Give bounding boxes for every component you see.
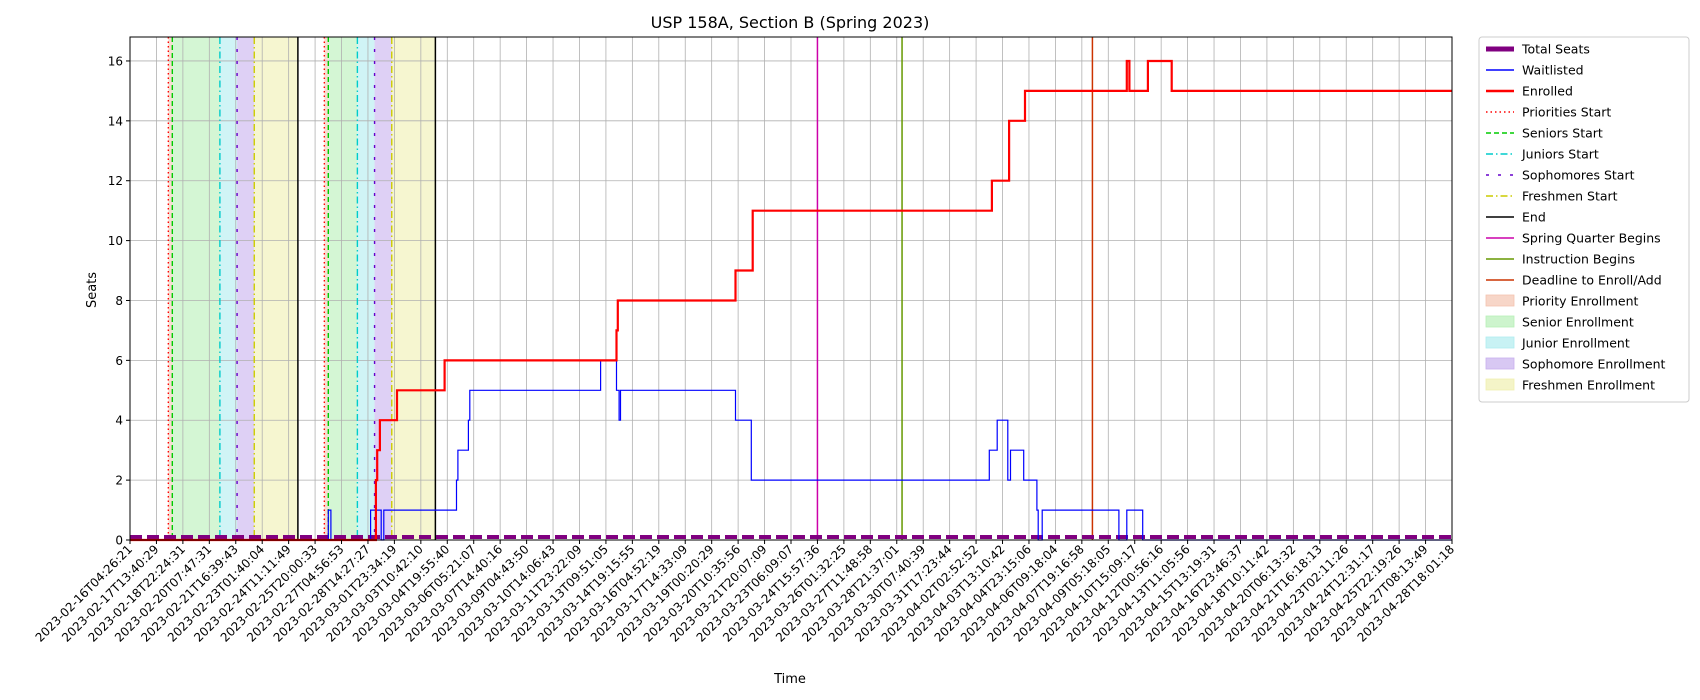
y-axis-ticks: 0 2 4 6 8 10 12 14 16 — [108, 54, 130, 548]
legend-label: End — [1522, 210, 1546, 225]
series-line — [130, 59, 1452, 542]
y-tick-label: 10 — [108, 234, 123, 248]
shaded-period — [168, 37, 173, 540]
y-tick-label: 14 — [108, 114, 123, 128]
legend: Total Seats Waitlisted Enrolled Priorities … — [1478, 36, 1690, 403]
legend-label: Deadline to Enroll/Add — [1522, 273, 1662, 288]
legend-box — [1478, 36, 1690, 403]
shaded-period — [328, 37, 358, 540]
shaded-period — [391, 37, 436, 540]
legend-label: Instruction Begins — [1522, 252, 1635, 267]
y-tick-label: 6 — [115, 354, 123, 368]
legend-label: Priority Enrollment — [1522, 294, 1639, 309]
legend-label: Enrolled — [1522, 84, 1573, 99]
y-axis-label: Seats — [85, 272, 100, 308]
legend-label: Seniors Start — [1522, 126, 1603, 141]
shaded-period — [237, 37, 255, 540]
legend-swatch — [1485, 357, 1515, 370]
legend-label: Freshmen Enrollment — [1522, 378, 1655, 393]
shaded-period — [219, 37, 238, 540]
y-tick-label: 12 — [108, 174, 123, 188]
legend-label: Total Seats — [1521, 42, 1590, 57]
legend-label: Junior Enrollment — [1521, 336, 1630, 351]
legend-label: Priorities Start — [1522, 105, 1611, 120]
y-tick-label: 4 — [115, 414, 123, 428]
legend-label: Sophomore Enrollment — [1522, 357, 1666, 372]
shaded-period — [374, 37, 392, 540]
shaded-period — [172, 37, 220, 540]
y-tick-label: 0 — [115, 534, 123, 548]
legend-label: Senior Enrollment — [1522, 315, 1634, 330]
legend-swatch — [1485, 336, 1515, 349]
legend-swatch — [1485, 294, 1515, 307]
legend-label: Freshmen Start — [1522, 189, 1618, 204]
legend-swatch — [1485, 315, 1515, 328]
legend-label: Waitlisted — [1522, 63, 1584, 78]
chart-title: USP 158A, Section B (Spring 2023) — [651, 13, 930, 32]
legend-swatch — [1485, 378, 1515, 391]
y-tick-label: 16 — [108, 54, 123, 68]
shaded-period — [357, 37, 375, 540]
legend-label: Juniors Start — [1521, 147, 1599, 162]
y-tick-label: 8 — [115, 294, 123, 308]
x-axis-label: Time — [773, 672, 806, 687]
y-tick-label: 2 — [115, 474, 123, 488]
legend-label: Sophomores Start — [1522, 168, 1635, 183]
shaded-period — [324, 37, 329, 540]
legend-label: Spring Quarter Begins — [1522, 231, 1661, 246]
shaded-period — [254, 37, 298, 540]
vertical-marker-lines — [167, 37, 1094, 540]
